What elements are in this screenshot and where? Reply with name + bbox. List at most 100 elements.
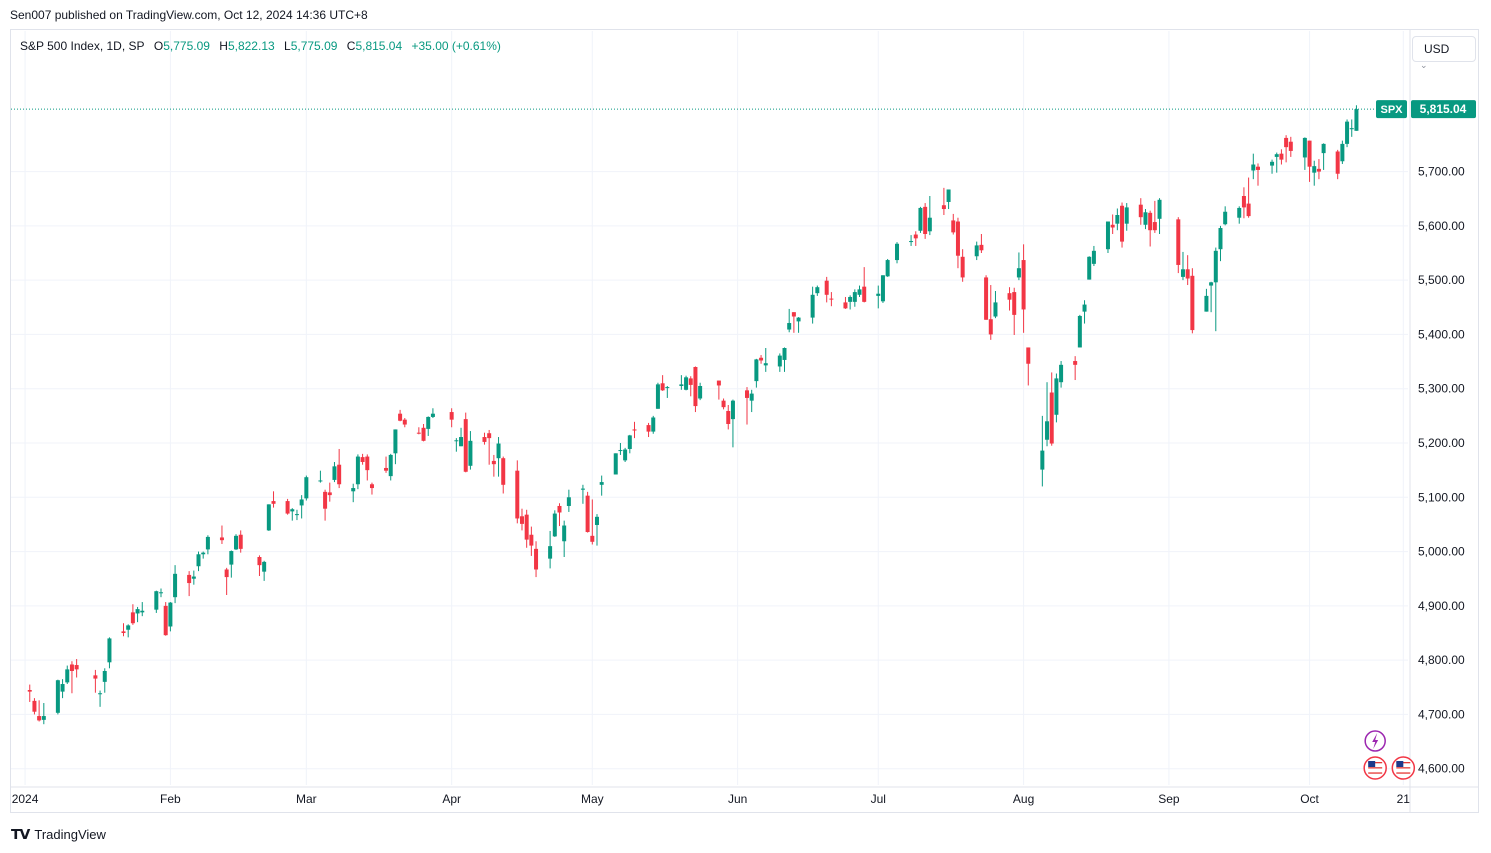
candle-body[interactable] — [1148, 212, 1153, 231]
candle-body[interactable] — [594, 516, 599, 525]
candle-body[interactable] — [501, 458, 506, 485]
candle-body[interactable] — [1345, 121, 1350, 144]
candle-body[interactable] — [1012, 292, 1017, 315]
candle-body[interactable] — [1077, 315, 1082, 348]
candle-body[interactable] — [426, 416, 431, 429]
candle-body[interactable] — [1321, 143, 1326, 154]
candle-body[interactable] — [716, 380, 721, 386]
candle-body[interactable] — [271, 501, 276, 504]
candle-body[interactable] — [416, 432, 421, 434]
symbol-name[interactable]: S&P 500 Index, 1D, SP — [20, 39, 145, 53]
candle-body[interactable] — [651, 417, 656, 432]
candle-body[interactable] — [974, 245, 979, 257]
currency-button[interactable]: USD — [1412, 36, 1476, 62]
candle-body[interactable] — [1316, 168, 1321, 172]
candle-body[interactable] — [941, 205, 946, 210]
candle-body[interactable] — [168, 602, 173, 627]
candle-body[interactable] — [927, 217, 932, 232]
candle-body[interactable] — [876, 293, 881, 296]
candle-body[interactable] — [1073, 361, 1078, 365]
candle-body[interactable] — [580, 488, 585, 490]
candle-body[interactable] — [627, 435, 632, 449]
candle-body[interactable] — [909, 241, 914, 243]
candle-body[interactable] — [262, 561, 267, 572]
candle-body[interactable] — [1335, 151, 1340, 174]
candle-body[interactable] — [660, 383, 665, 391]
candle-body[interactable] — [632, 429, 637, 431]
candle-body[interactable] — [824, 280, 829, 295]
candle-body[interactable] — [913, 234, 918, 239]
candle-body[interactable] — [918, 207, 923, 231]
candle-body[interactable] — [951, 220, 956, 233]
candle-body[interactable] — [1270, 161, 1275, 166]
candle-body[interactable] — [32, 700, 37, 712]
candle-body[interactable] — [693, 367, 698, 407]
candle-body[interactable] — [684, 377, 689, 390]
candle-body[interactable] — [229, 551, 234, 565]
candle-body[interactable] — [829, 298, 834, 300]
candle-body[interactable] — [988, 319, 993, 335]
candle-body[interactable] — [1218, 228, 1223, 250]
candle-body[interactable] — [721, 400, 726, 408]
candle-body[interactable] — [1213, 250, 1218, 283]
candle-body[interactable] — [1209, 282, 1214, 286]
candle-body[interactable] — [337, 464, 342, 485]
candle-body[interactable] — [1082, 304, 1087, 312]
candle-body[interactable] — [130, 612, 135, 624]
candle-body[interactable] — [126, 625, 131, 630]
candle-body[interactable] — [623, 449, 628, 461]
candle-body[interactable] — [1040, 450, 1045, 470]
candle-body[interactable] — [69, 664, 74, 671]
candle-body[interactable] — [1105, 221, 1110, 250]
candle-body[interactable] — [159, 592, 164, 594]
candle-body[interactable] — [173, 573, 178, 598]
candle-body[interactable] — [468, 440, 473, 466]
candle-body[interactable] — [398, 413, 403, 421]
candle-body[interactable] — [1279, 153, 1284, 160]
candle-body[interactable] — [1204, 295, 1209, 312]
candle-body[interactable] — [562, 525, 567, 542]
candle-body[interactable] — [552, 513, 557, 537]
candle-body[interactable] — [1176, 219, 1181, 265]
candle-body[interactable] — [266, 504, 271, 531]
candle-body[interactable] — [454, 440, 459, 442]
candle-body[interactable] — [566, 497, 571, 506]
candle-body[interactable] — [679, 384, 684, 386]
candle-body[interactable] — [782, 348, 787, 360]
candle-body[interactable] — [1274, 154, 1279, 157]
candle-body[interactable] — [121, 631, 126, 633]
candle-body[interactable] — [402, 419, 407, 425]
candle-body[interactable] — [1237, 207, 1242, 218]
candle-body[interactable] — [618, 450, 623, 452]
candle-body[interactable] — [290, 509, 295, 512]
candle-body[interactable] — [923, 206, 928, 234]
candle-body[interactable] — [98, 693, 103, 695]
candle-body[interactable] — [491, 460, 496, 465]
candle-body[interactable] — [205, 536, 210, 550]
candle-body[interactable] — [1124, 207, 1129, 224]
candle-body[interactable] — [318, 480, 323, 482]
candle-body[interactable] — [955, 221, 960, 256]
candle-body[interactable] — [885, 260, 890, 277]
candle-body[interactable] — [487, 433, 492, 439]
candle-body[interactable] — [1180, 269, 1185, 277]
candle-body[interactable] — [557, 505, 562, 513]
candle-body[interactable] — [984, 277, 989, 320]
candle-body[interactable] — [351, 488, 356, 492]
candle-body[interactable] — [285, 501, 290, 514]
candle-body[interactable] — [93, 675, 98, 679]
candle-body[interactable] — [796, 317, 801, 322]
candle-body[interactable] — [1120, 205, 1125, 242]
candle-body[interactable] — [810, 294, 815, 318]
candle-body[interactable] — [1110, 224, 1115, 228]
candle-body[interactable] — [1190, 275, 1195, 331]
candle-body[interactable] — [355, 456, 360, 485]
candle-body[interactable] — [646, 425, 651, 432]
candle-body[interactable] — [65, 669, 70, 683]
candle-body[interactable] — [1021, 260, 1026, 310]
candle-body[interactable] — [257, 557, 262, 566]
candle-body[interactable] — [585, 495, 590, 533]
candle-body[interactable] — [187, 574, 192, 584]
candle-body[interactable] — [219, 537, 224, 541]
